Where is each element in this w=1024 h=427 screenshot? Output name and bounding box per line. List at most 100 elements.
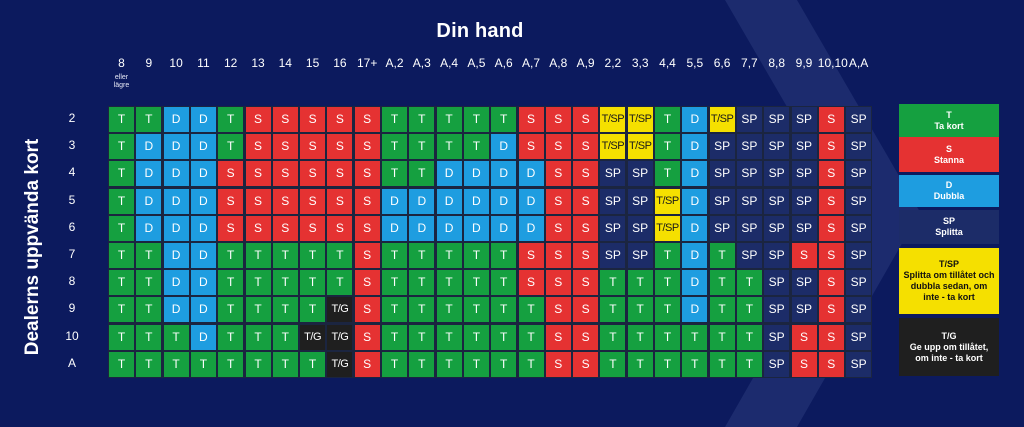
strategy-cell: S: [818, 270, 844, 296]
strategy-cell: T: [136, 297, 162, 323]
strategy-cell: T/SP: [709, 107, 735, 132]
strategy-cell: SP: [846, 324, 872, 350]
strategy-cell: S: [545, 215, 571, 241]
strategy-cell: S: [300, 188, 326, 214]
strategy-cell: D: [409, 215, 435, 241]
strategy-cell: S: [327, 134, 353, 160]
strategy-cell: T: [409, 270, 435, 296]
strategy-cell: T: [382, 351, 407, 377]
row-header: 2: [68, 111, 76, 125]
strategy-cell: T: [272, 270, 298, 296]
strategy-cell: S: [245, 188, 271, 214]
strategy-cell: D: [682, 161, 708, 187]
strategy-cell: T: [109, 243, 134, 268]
strategy-cell: D: [463, 188, 489, 214]
strategy-cell: SP: [627, 161, 653, 187]
strategy-cell: SP: [846, 161, 872, 187]
strategy-cell: S: [573, 161, 599, 187]
strategy-cell: T: [409, 161, 435, 187]
strategy-cell: D: [190, 324, 216, 350]
strategy-cell: T: [272, 324, 298, 350]
strategy-cell: T: [300, 351, 326, 377]
strategy-cell: SP: [764, 243, 790, 268]
strategy-cell: SP: [600, 243, 626, 268]
strategy-cell: T: [463, 134, 489, 160]
column-header: 10: [169, 56, 183, 70]
strategy-cell: T: [218, 324, 244, 350]
strategy-cell: S: [573, 243, 599, 268]
strategy-cell: S: [354, 215, 380, 241]
column-header: A,8: [549, 56, 568, 70]
column-header: 13: [251, 56, 265, 70]
strategy-cell: T: [655, 324, 680, 350]
strategy-cell: D: [163, 270, 189, 296]
strategy-cell: SP: [600, 188, 626, 214]
strategy-cell: SP: [764, 161, 790, 187]
legend-text: Dubbla: [933, 191, 965, 201]
strategy-cell: T: [382, 161, 407, 187]
column-header: 14: [278, 56, 292, 70]
column-header: 8,8: [768, 56, 786, 70]
strategy-cell: T: [600, 324, 626, 350]
strategy-cell: D: [163, 188, 189, 214]
strategy-cell: T: [627, 324, 653, 350]
strategy-cell: S: [245, 134, 271, 160]
strategy-cell: T: [600, 351, 626, 377]
strategy-cell: S: [818, 134, 844, 160]
strategy-cell: D: [190, 134, 216, 160]
strategy-cell: T: [655, 161, 680, 187]
strategy-cell: SP: [600, 161, 626, 187]
strategy-cell: T: [109, 188, 134, 214]
strategy-cell: T: [600, 297, 626, 323]
strategy-cell: D: [136, 215, 162, 241]
strategy-cell: T/SP: [600, 134, 626, 160]
strategy-cell: T: [655, 243, 680, 268]
strategy-cell: SP: [791, 270, 817, 296]
strategy-cell: SP: [764, 270, 790, 296]
strategy-cell: SP: [791, 134, 817, 160]
strategy-cell: S: [818, 324, 844, 350]
strategy-cell: S: [545, 243, 571, 268]
strategy-cell: SP: [846, 297, 872, 323]
strategy-cell: S: [272, 107, 298, 132]
strategy-cell: S: [545, 297, 571, 323]
strategy-cell: T/SP: [627, 107, 653, 132]
column-header: 8: [118, 56, 125, 70]
strategy-cell: S: [791, 324, 817, 350]
strategy-cell: D: [136, 134, 162, 160]
strategy-cell: D: [491, 215, 517, 241]
strategy-cell: D: [190, 188, 216, 214]
strategy-cell: SP: [764, 297, 790, 323]
strategy-cell: S: [327, 215, 353, 241]
legend-item-sp: SP Splitta: [899, 210, 999, 244]
strategy-cell: T: [136, 107, 162, 132]
strategy-cell: T: [382, 270, 407, 296]
strategy-cell: T: [136, 270, 162, 296]
strategy-cell: S: [545, 324, 571, 350]
strategy-cell: T: [218, 134, 244, 160]
strategy-cell: T: [136, 243, 162, 268]
strategy-cell: D: [163, 215, 189, 241]
strategy-cell: D: [436, 215, 462, 241]
strategy-cell: T: [109, 134, 134, 160]
strategy-cell: SP: [791, 161, 817, 187]
strategy-cell: T: [436, 324, 462, 350]
strategy-cell: T: [518, 324, 544, 350]
strategy-cell: T/SP: [600, 107, 626, 132]
strategy-cell: T: [109, 270, 134, 296]
column-header: 3,3: [631, 56, 649, 70]
column-header: 9: [145, 56, 153, 70]
strategy-cell: D: [163, 107, 189, 132]
strategy-cell: D: [409, 188, 435, 214]
strategy-cell: T: [627, 270, 653, 296]
strategy-cell: D: [491, 188, 517, 214]
column-header: 5,5: [686, 56, 704, 70]
strategy-cell: S: [573, 107, 599, 132]
row-header: 7: [68, 247, 76, 261]
strategy-cell: S: [354, 161, 380, 187]
strategy-cell: SP: [764, 215, 790, 241]
strategy-cell: T: [709, 270, 735, 296]
strategy-cell: SP: [764, 188, 790, 214]
strategy-cell: SP: [764, 351, 790, 377]
strategy-cell: S: [545, 188, 571, 214]
